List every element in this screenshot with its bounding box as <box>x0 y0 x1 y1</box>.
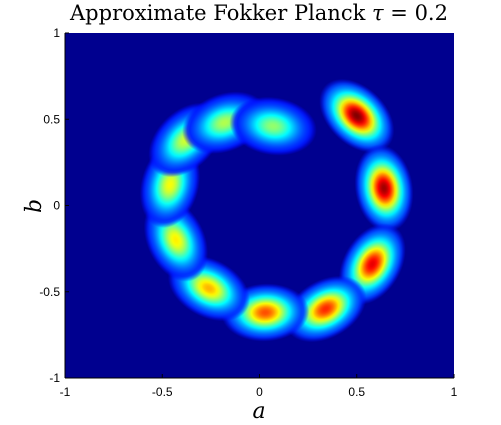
chart-title: Approximate Fokker Planck τ = 0.2 <box>69 1 448 25</box>
density-blobs <box>139 78 414 343</box>
x-tick-label: 0 <box>256 385 263 399</box>
x-tick-label: -1 <box>60 385 71 399</box>
density-blob <box>229 96 317 156</box>
y-tick-label: 1 <box>53 26 60 40</box>
x-tick-label: 1 <box>451 385 458 399</box>
x-axis-label: a <box>252 399 265 424</box>
density-blob <box>319 78 395 153</box>
density-blob <box>284 275 367 343</box>
density-blob <box>354 144 414 233</box>
y-tick-label: 0 <box>53 199 60 213</box>
x-tick-label: -0.5 <box>152 385 173 399</box>
y-tick-label: 0.5 <box>43 112 60 126</box>
axes: -1 -0.5 0 0.5 1 1 0.5 0 -0.5 -1 <box>39 26 457 399</box>
y-tick-label: -1 <box>49 371 60 385</box>
y-tick-label: -0.5 <box>39 285 60 299</box>
y-axis-label: b <box>22 199 47 213</box>
x-tick-label: 0.5 <box>348 385 365 399</box>
